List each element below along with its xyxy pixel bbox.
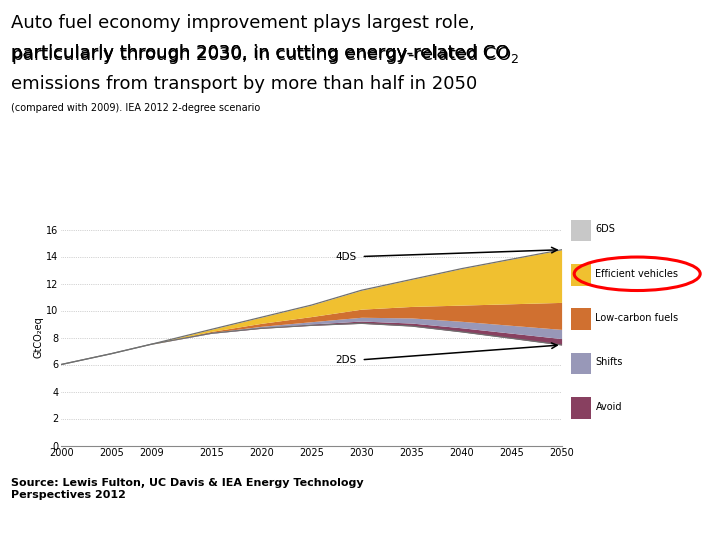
- Text: Avoid: Avoid: [595, 402, 622, 411]
- Text: (compared with 2009). IEA 2012 2-degree scenario: (compared with 2009). IEA 2012 2-degree …: [11, 103, 260, 113]
- Text: particularly through 2030, in cutting energy-related CO$_2$: particularly through 2030, in cutting en…: [11, 44, 519, 66]
- Text: 6DS: 6DS: [595, 225, 616, 234]
- Text: Efficient vehicles: Efficient vehicles: [595, 269, 678, 279]
- Text: particularly through 2030, in cutting energy-related CO: particularly through 2030, in cutting en…: [11, 44, 509, 62]
- Text: emissions from transport by more than half in 2050: emissions from transport by more than ha…: [11, 75, 477, 92]
- Text: Low-carbon fuels: Low-carbon fuels: [595, 313, 678, 323]
- Text: Source: Lewis Fulton, UC Davis & IEA Energy Technology
Perspectives 2012: Source: Lewis Fulton, UC Davis & IEA Ene…: [11, 478, 364, 500]
- Text: Shifts: Shifts: [595, 357, 623, 367]
- Text: 4DS: 4DS: [336, 252, 356, 261]
- Text: 2DS: 2DS: [336, 355, 356, 365]
- Y-axis label: GtCO₂eq: GtCO₂eq: [33, 316, 43, 359]
- Text: Auto fuel economy improvement plays largest role,: Auto fuel economy improvement plays larg…: [11, 14, 474, 31]
- Text: particularly through 2030, in cutting energy-related CO: particularly through 2030, in cutting en…: [11, 44, 509, 62]
